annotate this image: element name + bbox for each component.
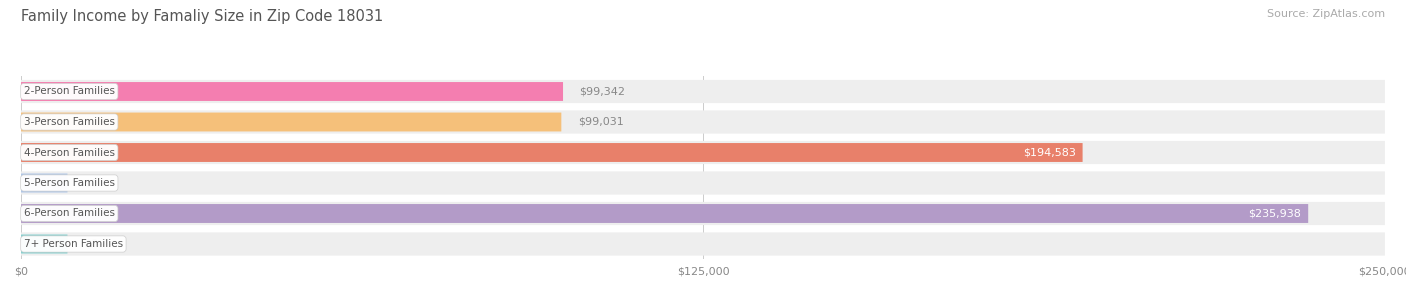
Text: 2-Person Families: 2-Person Families bbox=[24, 87, 115, 96]
Text: 6-Person Families: 6-Person Families bbox=[24, 209, 115, 218]
Text: $99,031: $99,031 bbox=[578, 117, 623, 127]
Text: $194,583: $194,583 bbox=[1024, 148, 1076, 157]
FancyBboxPatch shape bbox=[21, 82, 562, 101]
Text: $99,342: $99,342 bbox=[579, 87, 626, 96]
FancyBboxPatch shape bbox=[21, 204, 1308, 223]
FancyBboxPatch shape bbox=[21, 110, 1385, 134]
FancyBboxPatch shape bbox=[21, 235, 67, 253]
FancyBboxPatch shape bbox=[21, 171, 1385, 195]
FancyBboxPatch shape bbox=[21, 232, 1385, 256]
FancyBboxPatch shape bbox=[21, 113, 561, 131]
Text: $0: $0 bbox=[84, 178, 98, 188]
Text: 7+ Person Families: 7+ Person Families bbox=[24, 239, 122, 249]
Text: 4-Person Families: 4-Person Families bbox=[24, 148, 115, 157]
FancyBboxPatch shape bbox=[21, 80, 1385, 103]
FancyBboxPatch shape bbox=[21, 174, 67, 192]
Text: $235,938: $235,938 bbox=[1249, 209, 1302, 218]
Text: $0: $0 bbox=[84, 239, 98, 249]
FancyBboxPatch shape bbox=[21, 202, 1385, 225]
FancyBboxPatch shape bbox=[21, 143, 1083, 162]
Text: Family Income by Famaliy Size in Zip Code 18031: Family Income by Famaliy Size in Zip Cod… bbox=[21, 9, 384, 24]
Text: 3-Person Families: 3-Person Families bbox=[24, 117, 115, 127]
FancyBboxPatch shape bbox=[21, 141, 1385, 164]
Text: 5-Person Families: 5-Person Families bbox=[24, 178, 115, 188]
Text: Source: ZipAtlas.com: Source: ZipAtlas.com bbox=[1267, 9, 1385, 19]
